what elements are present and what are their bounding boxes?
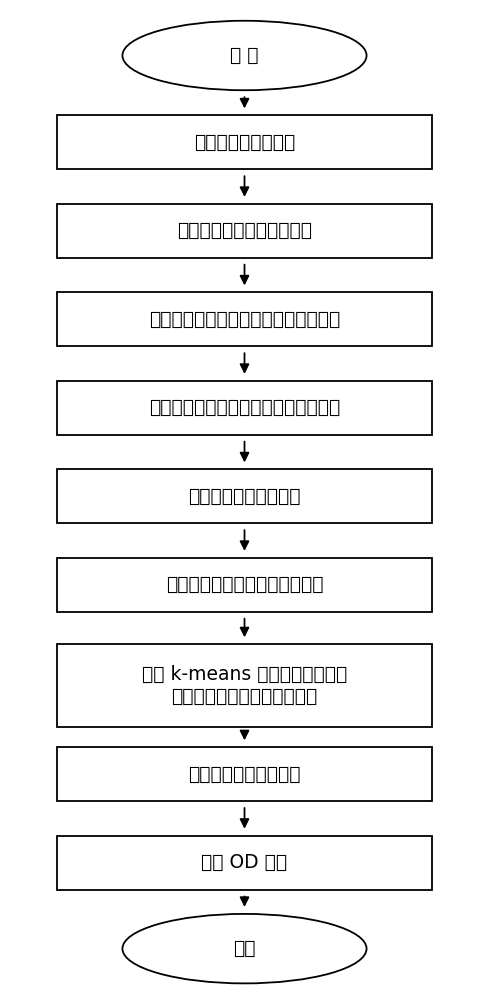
Text: 构建数据库并录入与交通需求有关信息: 构建数据库并录入与交通需求有关信息	[148, 398, 340, 417]
Text: 获取出发地点和到达地点的经度与纬度: 获取出发地点和到达地点的经度与纬度	[148, 310, 340, 329]
Text: 设计居民出行调查表: 设计居民出行调查表	[193, 133, 295, 152]
Text: 发放和回收居民出行调查表: 发放和回收居民出行调查表	[177, 221, 311, 240]
Text: 运用 k-means 聚类算法对起讫点
进行聚类分析并划分交通小区: 运用 k-means 聚类算法对起讫点 进行聚类分析并划分交通小区	[142, 665, 346, 706]
Text: 分析和检查经纬度数据: 分析和检查经纬度数据	[188, 487, 300, 506]
Text: 调整交通小区划分方案: 调整交通小区划分方案	[188, 765, 300, 784]
Text: 计算出行距离并删除不合理数据: 计算出行距离并删除不合理数据	[165, 575, 323, 594]
Text: 构建 OD 矩阵: 构建 OD 矩阵	[201, 853, 287, 872]
Text: 开 始: 开 始	[230, 46, 258, 65]
Text: 结束: 结束	[233, 939, 255, 958]
